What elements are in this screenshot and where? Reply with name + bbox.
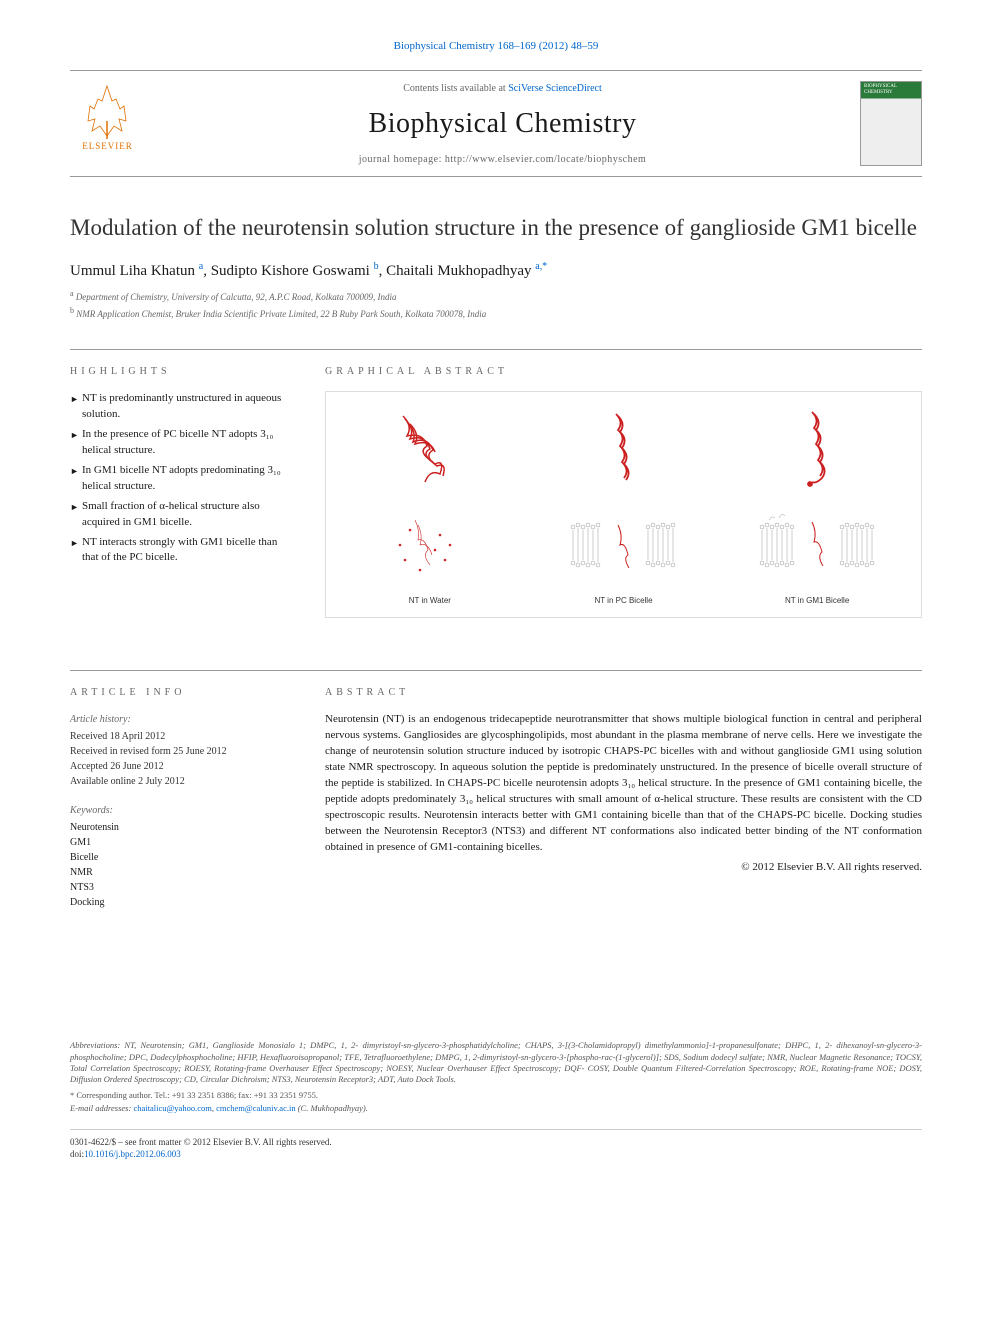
- article-history-heading: Article history:: [70, 712, 295, 727]
- highlight-item: NT is predominantly unstructured in aque…: [70, 391, 295, 423]
- ga-label-water: NT in Water: [409, 596, 451, 605]
- highlight-item: In the presence of PC bicelle NT adopts …: [70, 427, 295, 459]
- affiliations: a Department of Chemistry, University of…: [70, 288, 922, 321]
- article-info-column: ARTICLE INFO Article history: Received 1…: [70, 687, 295, 910]
- keywords-heading: Keywords:: [70, 803, 295, 818]
- journal-cover-thumbnail: BIOPHYSICAL CHEMISTRY: [860, 81, 922, 166]
- journal-banner: ELSEVIER Contents lists available at Sci…: [70, 70, 922, 177]
- copyright: © 2012 Elsevier B.V. All rights reserved…: [325, 861, 922, 873]
- keyword: Docking: [70, 895, 295, 910]
- abstract-heading: ABSTRACT: [325, 687, 922, 698]
- doi-link[interactable]: 10.1016/j.bpc.2012.06.003: [84, 1149, 181, 1159]
- highlights-heading: HIGHLIGHTS: [70, 366, 295, 377]
- keyword: NTS3: [70, 880, 295, 895]
- ga-label-pc: NT in PC Bicelle: [594, 596, 652, 605]
- corresponding-author: * Corresponding author. Tel.: +91 33 235…: [70, 1090, 922, 1101]
- highlight-item: In GM1 bicelle NT adopts predominating 3…: [70, 463, 295, 495]
- elsevier-tree-icon: [80, 81, 135, 141]
- highlights-list: NT is predominantly unstructured in aque…: [70, 391, 295, 566]
- history-revised: Received in revised form 25 June 2012: [70, 744, 295, 759]
- ga-structure-gm1: [772, 404, 862, 494]
- keyword: NMR: [70, 865, 295, 880]
- journal-homepage: journal homepage: http://www.elsevier.co…: [145, 154, 860, 165]
- affiliation: b NMR Application Chemist, Bruker India …: [70, 305, 922, 322]
- elsevier-logo: ELSEVIER: [70, 81, 145, 166]
- sciencedirect-link[interactable]: SciVerse ScienceDirect: [508, 83, 602, 94]
- masthead-citation: Biophysical Chemistry 168–169 (2012) 48–…: [70, 40, 922, 52]
- ga-panel-water: NT in Water: [360, 404, 500, 605]
- keyword: GM1: [70, 835, 295, 850]
- article-info-heading: ARTICLE INFO: [70, 687, 295, 698]
- abstract-text: Neurotensin (NT) is an endogenous tridec…: [325, 712, 922, 855]
- contents-line: Contents lists available at SciVerse Sci…: [145, 83, 860, 94]
- ga-label-gm1: NT in GM1 Bicelle: [785, 596, 849, 605]
- doi-line: doi:10.1016/j.bpc.2012.06.003: [70, 1148, 922, 1160]
- graphical-abstract-heading: GRAPHICAL ABSTRACT: [325, 366, 922, 377]
- article-title: Modulation of the neurotensin solution s…: [70, 212, 922, 243]
- ga-env-pc: [553, 500, 693, 590]
- history-received: Received 18 April 2012: [70, 729, 295, 744]
- ga-env-gm1: [747, 500, 887, 590]
- ga-panel-gm1: NT in GM1 Bicelle: [747, 404, 887, 605]
- highlight-item: Small fraction of α-helical structure al…: [70, 499, 295, 531]
- info-abstract-row: ARTICLE INFO Article history: Received 1…: [70, 670, 922, 910]
- footer-block: Abbreviations: NT, Neurotensin; GM1, Gan…: [70, 1040, 922, 1160]
- history-online: Available online 2 July 2012: [70, 774, 295, 789]
- journal-name: Biophysical Chemistry: [145, 108, 860, 140]
- affiliation: a Department of Chemistry, University of…: [70, 288, 922, 305]
- ga-panel-pc: NT in PC Bicelle: [553, 404, 693, 605]
- keyword: Neurotensin: [70, 820, 295, 835]
- ga-structure-water: [385, 404, 475, 494]
- footer-divider: 0301-4622/$ – see front matter © 2012 El…: [70, 1129, 922, 1160]
- authors: Ummul Liha Khatun a, Sudipto Kishore Gos…: [70, 261, 922, 280]
- highlights-graphical-row: HIGHLIGHTS NT is predominantly unstructu…: [70, 349, 922, 638]
- email-link-2[interactable]: cmchem@caluniv.ac.in: [216, 1103, 296, 1113]
- email-link-1[interactable]: chaitalicu@yahoo.com: [133, 1103, 211, 1113]
- elsevier-label: ELSEVIER: [82, 141, 133, 151]
- ga-env-water: [360, 500, 500, 590]
- graphical-abstract: NT in Water: [325, 391, 922, 618]
- email-addresses: E-mail addresses: chaitalicu@yahoo.com, …: [70, 1103, 922, 1114]
- abbreviations: Abbreviations: NT, Neurotensin; GM1, Gan…: [70, 1040, 922, 1086]
- graphical-abstract-column: GRAPHICAL ABSTRACT: [325, 366, 922, 638]
- masthead-citation-link[interactable]: Biophysical Chemistry 168–169 (2012) 48–…: [394, 40, 599, 52]
- abstract-column: ABSTRACT Neurotensin (NT) is an endogeno…: [325, 687, 922, 910]
- keyword: Bicelle: [70, 850, 295, 865]
- highlight-item: NT interacts strongly with GM1 bicelle t…: [70, 535, 295, 567]
- issn-line: 0301-4622/$ – see front matter © 2012 El…: [70, 1136, 922, 1148]
- article-info-block: Article history: Received 18 April 2012 …: [70, 712, 295, 910]
- highlights-column: HIGHLIGHTS NT is predominantly unstructu…: [70, 366, 295, 638]
- history-accepted: Accepted 26 June 2012: [70, 759, 295, 774]
- journal-center: Contents lists available at SciVerse Sci…: [145, 83, 860, 165]
- ga-structure-pc: [578, 404, 668, 494]
- keywords-block: Keywords: NeurotensinGM1BicelleNMRNTS3Do…: [70, 803, 295, 910]
